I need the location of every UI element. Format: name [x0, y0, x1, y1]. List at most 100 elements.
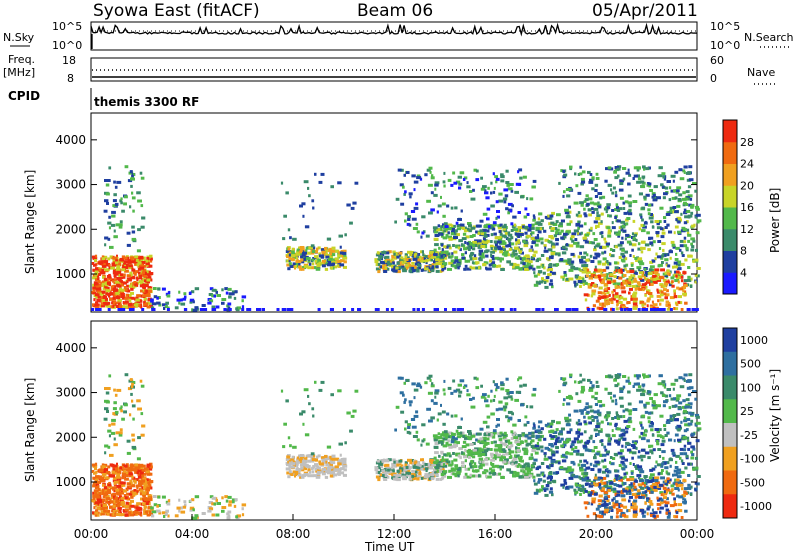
velocity-cell: [288, 461, 291, 465]
power-cell: [241, 308, 245, 311]
velocity-cell: [492, 398, 496, 402]
power-cell: [118, 225, 123, 229]
power-cell: [305, 257, 311, 260]
power-cell: [598, 275, 602, 279]
power-cell: [606, 226, 611, 230]
power-cell: [148, 298, 152, 302]
power-cell: [122, 256, 128, 260]
velocity-cell: [442, 470, 448, 474]
velocity-cell: [597, 470, 602, 474]
power-cell: [596, 242, 601, 246]
power-colorbar-frame: [722, 119, 738, 295]
power-cell: [605, 266, 610, 270]
power-cell: [93, 298, 96, 302]
velocity-cell: [527, 436, 532, 440]
power-cell: [555, 220, 559, 224]
velocity-cell: [448, 445, 453, 449]
velocity-cell: [128, 506, 132, 510]
velocity-cell: [101, 465, 106, 469]
nsky-tick-low: 10^0: [52, 39, 82, 52]
velocity-cell: [439, 466, 443, 470]
velocity-cell: [454, 467, 459, 471]
power-cell: [669, 209, 673, 213]
power-cell: [487, 225, 491, 229]
velocity-cell: [299, 460, 304, 464]
power-cell: [158, 303, 162, 307]
power-cell: [676, 216, 682, 220]
power-cell: [466, 181, 469, 185]
power-cell: [536, 281, 540, 285]
power-cell: [374, 308, 378, 311]
power-cell: [664, 282, 669, 286]
velocity-cell: [295, 462, 299, 466]
velocity-cell: [105, 476, 110, 480]
power-cell: [101, 282, 107, 286]
power-cell: [304, 256, 307, 260]
power-cell: [662, 284, 667, 288]
power-cell: [493, 264, 497, 267]
velocity-cell: [485, 475, 490, 479]
power-cell: [516, 256, 520, 260]
power-cell: [162, 303, 167, 307]
power-cell: [290, 308, 294, 311]
velocity-cell: [136, 489, 140, 493]
power-cell: [578, 220, 581, 224]
velocity-cell: [209, 495, 214, 499]
velocity-cell: [113, 495, 116, 499]
velocity-cell: [448, 469, 453, 473]
power-cell: [661, 185, 665, 189]
power-cell: [591, 176, 595, 180]
velocity-cell: [520, 469, 525, 473]
velocity-cell: [420, 465, 424, 469]
power-cell: [95, 287, 101, 291]
velocity-cell: [411, 382, 416, 386]
power-cell: [536, 234, 539, 237]
power-cell: [486, 207, 491, 211]
power-cell: [593, 202, 599, 206]
power-cell: [636, 266, 642, 270]
velocity-cell: [507, 461, 510, 465]
power-cell: [599, 286, 603, 290]
velocity-cell: [135, 478, 139, 482]
power-cell: [561, 251, 567, 255]
velocity-cell: [555, 471, 560, 475]
power-cell: [138, 256, 144, 260]
velocity-cell: [106, 512, 111, 516]
velocity-cell: [472, 469, 476, 473]
power-cell: [640, 223, 644, 227]
power-cell: [127, 258, 132, 262]
power-cell: [211, 305, 216, 309]
velocity-cell: [342, 459, 347, 463]
velocity-cell: [316, 466, 321, 470]
colorbar-swatch: [723, 228, 737, 251]
velocity-cell: [105, 491, 109, 495]
velocity-cell: [440, 442, 444, 446]
power-cell: [611, 280, 614, 284]
power-cell: [398, 251, 403, 255]
power-cell: [116, 254, 118, 258]
power-cell: [480, 176, 483, 180]
power-cell: [458, 182, 463, 186]
velocity-cell: [472, 396, 475, 400]
power-cell: [687, 254, 691, 258]
velocity-cell: [112, 407, 117, 411]
velocity-cell: [127, 466, 132, 470]
power-cell: [615, 205, 619, 209]
velocity-cell: [101, 490, 107, 494]
power-cell: [460, 209, 463, 213]
velocity-cell: [394, 428, 397, 432]
power-cell: [630, 276, 635, 280]
velocity-cell: [466, 393, 471, 397]
power-cell: [625, 218, 629, 222]
velocity-cell: [129, 513, 135, 517]
power-cell: [123, 202, 127, 206]
velocity-cell: [457, 383, 462, 387]
power-cell: [565, 247, 568, 251]
nsky-frame: [90, 21, 698, 51]
power-cell: [289, 236, 292, 240]
velocity-cell: [146, 513, 151, 517]
velocity-cell: [106, 410, 109, 413]
velocity-cell: [443, 392, 446, 396]
power-cell: [111, 262, 116, 266]
power-cell: [663, 177, 667, 181]
